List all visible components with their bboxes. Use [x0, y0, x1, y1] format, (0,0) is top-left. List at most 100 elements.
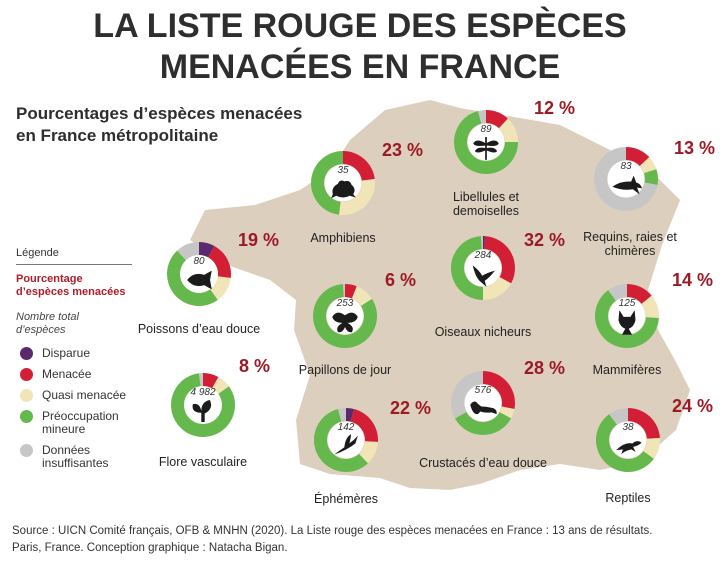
- donut-fish-label: Poissons d’eau douce: [138, 322, 260, 336]
- donut-frog-percent: 23 %: [382, 140, 423, 160]
- donut-fish-slice-3: [210, 276, 231, 300]
- donut-mayfly-percent: 22 %: [390, 398, 431, 418]
- lizard-icon: [616, 441, 642, 455]
- donut-frog-slice-4: [311, 151, 343, 215]
- donut-butterfly-label: Papillons de jour: [299, 363, 391, 377]
- donut-fish-slice-4: [167, 250, 218, 306]
- legend-item-donnees: Données insuffisantes: [16, 444, 132, 470]
- donut-crayfish-slice-5: [451, 371, 483, 419]
- donut-frog-count: 35: [337, 165, 349, 176]
- donut-butterfly-slice-2: [345, 284, 357, 299]
- legend-pct-line-2: d’espèces menacées: [16, 286, 126, 298]
- donut-fox-slice-3: [641, 295, 659, 319]
- mayfly-icon: [334, 434, 358, 455]
- donut-butterfly: 253 6 % Papillons de jour: [299, 270, 416, 377]
- source: Source : UICN Comité français, OFB & MNH…: [12, 523, 712, 557]
- donut-crayfish-percent: 28 %: [524, 358, 565, 378]
- donut-crayfish-slice-4: [454, 412, 512, 435]
- donut-bird-slice-3: [483, 277, 512, 300]
- donut-mayfly-slice-1: [346, 408, 354, 422]
- donut-leaf-slice-5: [198, 373, 203, 387]
- donut-leaf-slice-3: [212, 376, 229, 394]
- donut-bird-slice-5: [480, 236, 483, 250]
- donut-fox-label: Mammifères: [593, 363, 662, 377]
- donut-dragonfly-percent: 12 %: [534, 98, 575, 118]
- legend-label-menacee: Menacée: [42, 367, 92, 381]
- title-line-2: MENACÉES EN FRANCE: [159, 48, 561, 86]
- donut-fish-slice-5: [177, 242, 199, 261]
- donut-dragonfly-label: Libellules et: [453, 190, 520, 204]
- donut-leaf-label: Flore vasculaire: [159, 455, 247, 469]
- fox-icon: [618, 310, 636, 335]
- donut-leaf-slice-2: [203, 373, 219, 389]
- donut-fox-slice-5: [608, 284, 627, 301]
- donut-shark-label: Requins, raies et: [583, 230, 677, 244]
- subtitle-line-2: en France métropolitaine: [16, 126, 219, 145]
- donut-leaf: 4 982 8 % Flore vasculaire: [159, 356, 270, 469]
- donut-lizard-count: 38: [622, 422, 634, 433]
- title-line-1: LA LISTE ROUGE DES ESPÈCES: [93, 7, 627, 45]
- donuts-layer: 35 23 % Amphibiens 89 12 % Libellules etdemoi…: [138, 98, 715, 506]
- source-line-1: Source : UICN Comité français, OFB & MNH…: [12, 525, 653, 537]
- donut-fish-slice-1: [199, 242, 215, 258]
- donut-bird: 284 32 % Oiseaux nicheurs: [435, 230, 565, 339]
- donut-lizard-slice-5: [609, 408, 628, 425]
- legend-swatch-donnees: [20, 444, 33, 457]
- donut-lizard-label: Reptiles: [605, 491, 650, 505]
- donut-mayfly-slice-4: [314, 409, 368, 472]
- donut-leaf-slice-4: [171, 373, 236, 437]
- donut-lizard-slice-4: [596, 414, 654, 472]
- legend-swatch-quasi: [20, 389, 33, 402]
- donut-bird-count: 284: [474, 250, 492, 261]
- donut-dragonfly-slice-2: [486, 110, 508, 129]
- donut-shark-slice-4: [644, 169, 659, 185]
- shark-icon: [612, 175, 643, 195]
- donut-fox: 125 14 % Mammifères: [593, 270, 713, 377]
- donut-fox-percent: 14 %: [672, 270, 713, 290]
- donut-dragonfly-slice-3: [499, 118, 518, 142]
- donut-crayfish-count: 576: [475, 385, 492, 396]
- legend-label-donnees-2: insuffisantes: [42, 456, 109, 470]
- donut-shark-slice-2: [626, 147, 650, 166]
- legend-label-preoccupation-2: mineure: [42, 422, 86, 436]
- donut-mayfly: 142 22 % Éphémères: [314, 398, 431, 506]
- donut-mayfly-center: [327, 421, 365, 459]
- legend-swatch-disparue: [20, 347, 33, 360]
- subtitle-line-1: Pourcentages d’espèces menacées: [16, 104, 303, 123]
- donut-lizard-slice-3: [643, 437, 660, 459]
- donut-bird-slice-1: [483, 236, 486, 250]
- donut-fish: 80 19 % Poissons d’eau douce: [138, 230, 279, 336]
- donut-mayfly-slice-5: [338, 408, 346, 422]
- legend-count: Nombre total d’espèces: [16, 311, 132, 337]
- donut-butterfly-slice-3: [351, 286, 373, 306]
- donut-shark-count: 83: [620, 161, 632, 172]
- legend-label-preoccupation: Préoccupation: [42, 409, 119, 423]
- legend-label-disparue: Disparue: [42, 346, 91, 360]
- donut-butterfly-slice-5: [342, 284, 345, 298]
- legend-pct-line-1: Pourcentage: [16, 273, 83, 285]
- donut-dragonfly-count: 89: [480, 124, 492, 135]
- donut-shark-label-2: chimères: [605, 244, 656, 258]
- subtitle: Pourcentages d’espèces menacées en Franc…: [16, 103, 302, 147]
- bird-icon: [472, 265, 495, 287]
- donut-butterfly-slice-4: [313, 284, 377, 348]
- donut-butterfly-percent: 6 %: [385, 270, 416, 290]
- donut-bird-slice-2: [484, 236, 515, 284]
- donut-mayfly-slice-3: [359, 441, 378, 464]
- legend-item-preoccupation: Préoccupation mineure: [16, 410, 132, 436]
- frog-icon: [331, 180, 356, 199]
- legend-label-donnees: Données: [42, 443, 91, 457]
- donut-fox-slice-2: [627, 284, 652, 304]
- legend-count-line-2: d’espèces: [16, 324, 66, 336]
- fish-icon: [187, 270, 212, 290]
- donut-bird-center: [464, 249, 502, 287]
- donut-leaf-percent: 8 %: [239, 356, 270, 376]
- donut-fox-center: [608, 297, 646, 335]
- donut-dragonfly-label-2: demoiselles: [453, 204, 519, 218]
- crayfish-icon: [470, 401, 497, 415]
- donut-frog-slice-2: [343, 151, 375, 181]
- donut-mayfly-label: Éphémères: [314, 491, 378, 506]
